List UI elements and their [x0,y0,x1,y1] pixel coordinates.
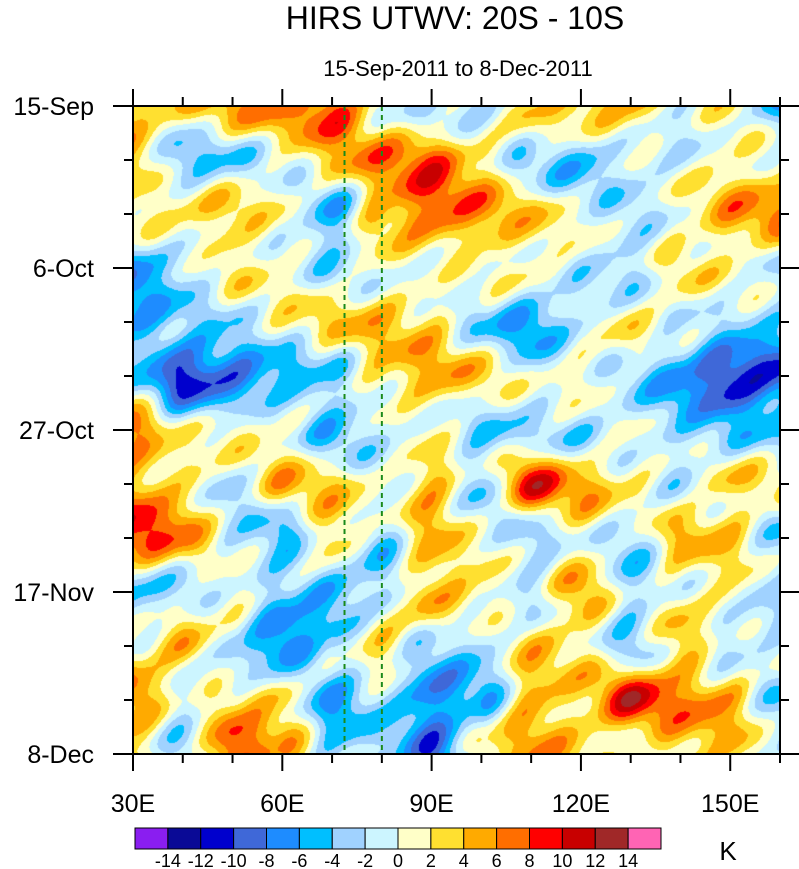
colorbar-label: -6 [291,851,307,869]
colorbar-swatch [496,827,530,850]
colorbar-label: -4 [324,851,340,869]
colorbar-label: -10 [221,851,247,869]
chart-subtitle: 15-Sep-2011 to 8-Dec-2011 [323,56,593,81]
colorbar-swatch [430,827,465,850]
colorbar-swatch [233,827,267,850]
colorbar-swatch [529,827,563,850]
colorbar-swatch [266,827,300,850]
colorbar-label: 10 [552,851,572,869]
colorbar-swatch [463,827,498,850]
colorbar-swatch [364,827,399,850]
colorbar-label: 0 [393,851,403,869]
heatmap-field [133,106,780,754]
plot-frame [132,105,781,755]
colorbar-label: 14 [618,851,638,869]
colorbar-label: 4 [459,851,469,869]
colorbar-swatch [167,827,202,850]
colorbar-label: -2 [357,851,373,869]
colorbar-label: -12 [188,851,214,869]
x-tick-label: 30E [111,790,155,818]
colorbar-swatch [134,827,169,850]
colorbar-swatch [561,827,596,850]
colorbar-swatch [298,827,333,850]
chart-title: HIRS UTWV: 20S - 10S [285,0,625,36]
colorbar-swatch [397,827,432,850]
x-tick-label: 120E [552,790,610,818]
colorbar-swatch [594,827,629,850]
colorbar-swatch [200,827,235,850]
y-tick-label: 6-Oct [33,255,94,283]
colorbar-swatch [627,827,662,850]
y-tick-label: 8-Dec [27,741,94,769]
y-tick-label: 15-Sep [13,93,94,121]
colorbar-label: 8 [524,851,534,869]
y-tick-label: 27-Oct [19,417,94,445]
x-tick-label: 150E [701,790,759,818]
colorbar-swatch [331,827,366,850]
colorbar-label: -8 [258,851,274,869]
colorbar-label: 2 [426,851,436,869]
x-tick-label: 90E [409,790,453,818]
colorbar-label: -14 [155,851,181,869]
x-tick-label: 60E [260,790,304,818]
colorbar-label: 12 [585,851,605,869]
colorbar-unit: K [719,836,737,866]
colorbar-label: 6 [492,851,502,869]
y-tick-label: 17-Nov [13,579,94,607]
